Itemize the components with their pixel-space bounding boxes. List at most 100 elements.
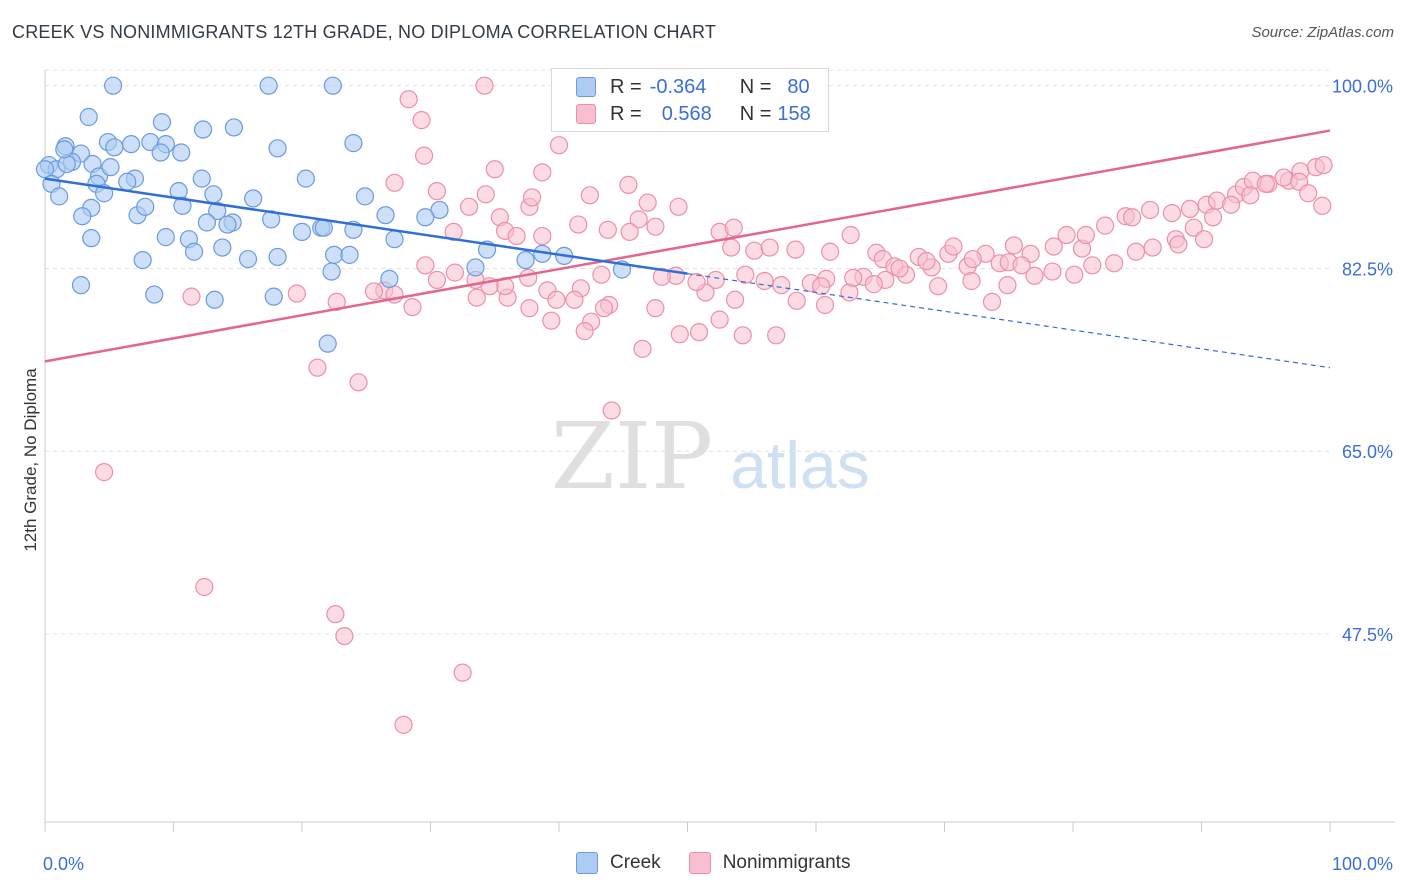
nonimmigrants-point: [787, 291, 806, 310]
nonimmigrants-point: [335, 626, 354, 646]
y-tick-label: 100.0%: [1332, 77, 1393, 97]
nonimmigrants-point: [287, 284, 306, 303]
source-label: Source: ZipAtlas.com: [1251, 24, 1394, 41]
legend-item-nonimmigrants[interactable]: Nonimmigrants: [688, 852, 851, 874]
creek-point: [152, 113, 172, 132]
nonimmigrants-point: [638, 193, 657, 212]
nonimmigrants-point: [1105, 254, 1124, 273]
nonimmigrants-point: [864, 275, 883, 294]
creek-point: [296, 169, 315, 188]
creek-point: [318, 334, 337, 353]
nonimmigrants-point: [844, 268, 863, 287]
legend-r-value: -0.364: [649, 75, 707, 98]
nonimmigrants-point: [1012, 256, 1031, 275]
nonimmigrants-point: [412, 111, 431, 130]
creek-point: [50, 187, 69, 206]
creek-swatch: [576, 77, 596, 97]
nonimmigrants-point: [689, 323, 709, 342]
nonimmigrants-point: [598, 220, 617, 239]
nonimmigrants-point: [569, 215, 588, 234]
nonimmigrants-point: [772, 276, 791, 295]
nonimmigrants-point: [602, 401, 621, 420]
nonimmigrants-point: [467, 288, 486, 307]
nonimmigrants-point: [485, 160, 504, 179]
nonimmigrants-swatch: [688, 852, 711, 874]
creek-point: [208, 201, 227, 221]
nonimmigrants-point: [542, 311, 561, 330]
nonimmigrants-point: [1123, 208, 1142, 227]
nonimmigrants-point: [1126, 242, 1146, 261]
nonimmigrants-point: [327, 292, 346, 311]
creek-point: [380, 269, 399, 288]
creek-point: [104, 76, 123, 95]
nonimmigrants-point: [1043, 262, 1062, 281]
nonimmigrants-point: [1025, 266, 1044, 285]
creek-point: [73, 207, 92, 226]
nonimmigrants-point: [1256, 174, 1275, 193]
creek-point: [213, 238, 232, 257]
nonimmigrants-points: [95, 76, 1333, 734]
creek-point: [218, 215, 237, 234]
legend-item-creek[interactable]: Creek: [576, 852, 661, 874]
nonimmigrants-point: [725, 290, 745, 309]
nonimmigrants-point: [427, 270, 447, 290]
nonimmigrants-point: [414, 146, 434, 165]
nonimmigrants-point: [453, 663, 472, 682]
legend-n-value: 80: [787, 75, 810, 98]
creek-point: [264, 287, 283, 306]
nonimmigrants-point: [841, 225, 860, 245]
watermark-zip: ZIP: [551, 403, 713, 510]
creek-point: [197, 213, 217, 232]
nonimmigrants-point: [1221, 195, 1241, 214]
nonimmigrants-point: [565, 290, 584, 309]
nonimmigrants-point: [308, 358, 327, 377]
creek-point: [376, 206, 395, 225]
nonimmigrants-point: [633, 339, 652, 358]
nonimmigrants-point: [1314, 155, 1333, 175]
creek-points: [35, 76, 632, 353]
nonimmigrants-point: [182, 287, 201, 306]
nonimmigrants-point: [736, 265, 755, 284]
creek-point: [292, 222, 312, 241]
nonimmigrants-point: [1169, 235, 1188, 254]
creek-point: [79, 107, 98, 127]
tick-labels: 47.5% 65.0% 82.5% 100.0% 0.0% 100.0%: [43, 77, 1393, 874]
creek-trend-line: [44, 177, 688, 275]
legend-label-nonimmigrants: Nonimmigrants: [722, 852, 851, 873]
creek-point: [224, 118, 243, 137]
creek-point: [121, 135, 141, 154]
creek-point: [340, 245, 359, 264]
creek-point: [193, 120, 213, 139]
creek-point: [145, 285, 164, 304]
creek-point: [105, 138, 124, 157]
creek-point: [184, 242, 204, 261]
nonimmigrants-point: [445, 263, 465, 282]
nonimmigrants-point: [547, 290, 566, 309]
nonimmigrants-point: [520, 299, 539, 318]
nonimmigrants-point: [812, 277, 831, 296]
nonimmigrants-point: [962, 271, 981, 291]
creek-point: [156, 228, 175, 247]
creek-point: [133, 250, 152, 270]
creek-point: [430, 200, 449, 220]
nonimmigrants-swatch: [576, 104, 596, 124]
creek-point: [238, 249, 258, 269]
creek-point: [322, 262, 341, 281]
nonimmigrants-point: [1194, 230, 1214, 249]
creek-point: [516, 250, 535, 270]
nonimmigrants-point: [982, 292, 1002, 311]
legend-r-label: R =: [610, 102, 642, 125]
nonimmigrants-point: [592, 265, 611, 284]
nonimmigrants-point: [646, 299, 665, 318]
nonimmigrants-point: [385, 173, 404, 192]
nonimmigrants-point: [733, 326, 752, 345]
nonimmigrants-point: [594, 299, 614, 318]
watermark: ZIP atlas: [551, 403, 870, 510]
nonimmigrants-point: [522, 188, 542, 207]
creek-point: [416, 208, 435, 227]
nonimmigrants-point: [1162, 203, 1182, 223]
nonimmigrants-point: [745, 241, 764, 260]
nonimmigrants-point: [1184, 218, 1203, 237]
nonimmigrants-point: [533, 163, 552, 182]
